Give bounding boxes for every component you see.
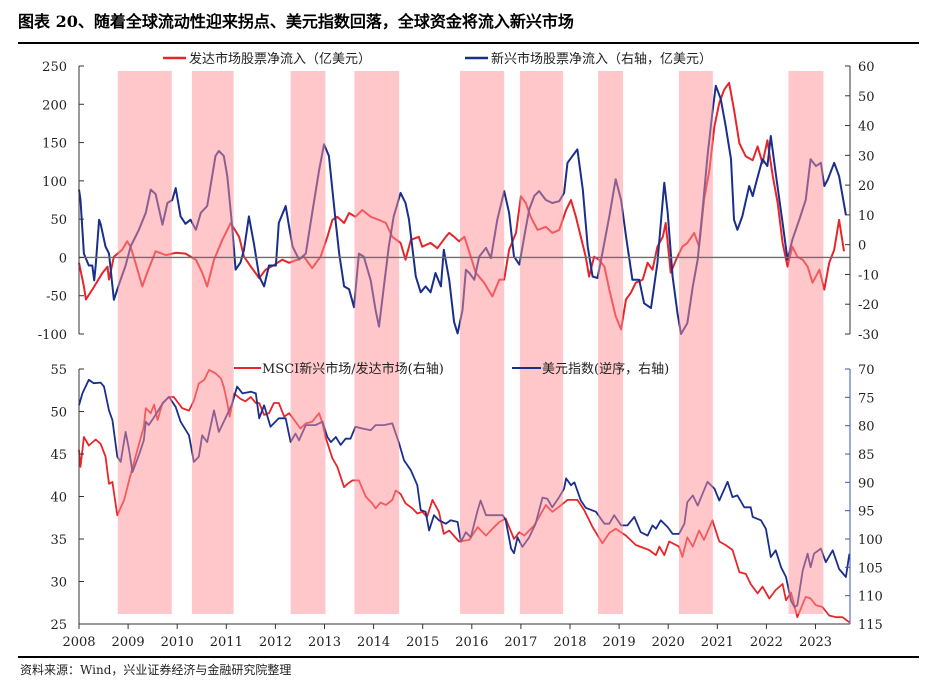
- left-tick-label: 45: [50, 448, 67, 463]
- right-tick-label: 70: [858, 363, 875, 378]
- left-tick-label: 250: [42, 60, 67, 75]
- x-tick-label: 2020: [652, 635, 685, 650]
- legend-em-flow: 新兴市场股票净流入（右轴，亿美元）: [491, 51, 712, 67]
- series-line-msci-ratio: [78, 369, 850, 624]
- right-tick-label: 75: [858, 391, 875, 406]
- x-tick-label: 2010: [161, 635, 194, 650]
- x-tick-label: 2013: [308, 635, 341, 650]
- right-tick-label: -10: [858, 268, 879, 283]
- shaded-period: [117, 71, 172, 614]
- shaded-period: [290, 71, 326, 614]
- left-tick-label: 150: [42, 137, 67, 152]
- right-tick-label: -30: [858, 328, 879, 343]
- right-tick-label: 80: [858, 420, 875, 435]
- x-tick-label: 2019: [603, 635, 636, 650]
- x-tick-label: 2014: [357, 635, 390, 650]
- right-tick-label: 85: [858, 448, 875, 463]
- right-tick-label: 115: [858, 618, 883, 633]
- right-tick-label: 40: [858, 120, 875, 135]
- right-tick-label: 0: [858, 239, 866, 254]
- x-tick-label: 2016: [455, 635, 488, 650]
- shaded-period: [597, 71, 624, 614]
- x-tick-label: 2009: [112, 635, 145, 650]
- right-tick-label: 50: [858, 90, 875, 105]
- shaded-periods: [117, 71, 824, 614]
- legend-msci-ratio: MSCI新兴市场/发达市场(右轴): [262, 361, 444, 377]
- right-tick-label: 60: [858, 60, 875, 75]
- left-tick-label: 35: [50, 533, 67, 548]
- x-tick-label: 2023: [799, 635, 832, 650]
- left-tick-label: 40: [50, 491, 67, 506]
- legend-dxy: 美元指数(逆序，右轴): [542, 361, 669, 377]
- bottom-legend: MSCI新兴市场/发达市场(右轴) 美元指数(逆序，右轴): [234, 361, 669, 377]
- shaded-period: [679, 71, 713, 614]
- left-tick-label: 25: [50, 618, 67, 633]
- left-tick-label: 30: [50, 576, 67, 591]
- shaded-period: [354, 71, 400, 614]
- left-tick-label: 50: [50, 213, 67, 228]
- left-tick-label: 200: [42, 98, 67, 113]
- x-tick-label: 2022: [750, 635, 783, 650]
- shaded-period: [460, 71, 505, 614]
- left-tick-label: -100: [38, 328, 67, 343]
- right-tick-label: 10: [858, 209, 875, 224]
- left-tick-label: 50: [50, 406, 67, 421]
- x-tick-label: 2021: [701, 635, 734, 650]
- left-tick-label: 55: [50, 363, 67, 378]
- x-tick-label: 2018: [553, 635, 586, 650]
- legend-dm-flow: 发达市场股票净流入（亿美元）: [189, 51, 371, 67]
- left-tick-label: 100: [42, 175, 67, 190]
- x-tick-label: 2008: [62, 635, 95, 650]
- x-tick-label: 2012: [259, 635, 292, 650]
- x-tick-label: 2011: [210, 635, 243, 650]
- shaded-period: [191, 71, 234, 614]
- source-note: 资料来源：Wind，兴业证券经济与金融研究院整理: [20, 662, 291, 677]
- right-tick-label: -20: [858, 298, 879, 313]
- left-tick-label: -50: [46, 290, 67, 305]
- shaded-period: [788, 71, 824, 614]
- right-tick-label: 110: [858, 590, 883, 605]
- right-tick-label: 30: [858, 149, 875, 164]
- axes: 250200150100500-50-1006050403020100-10-2…: [38, 60, 883, 650]
- right-tick-label: 100: [858, 533, 883, 548]
- right-tick-label: 95: [858, 505, 875, 520]
- right-tick-label: 105: [858, 561, 883, 576]
- left-tick-label: 0: [59, 251, 67, 266]
- shaded-period: [519, 71, 564, 614]
- top-legend: 发达市场股票净流入（亿美元） 新兴市场股票净流入（右轴，亿美元）: [163, 51, 712, 67]
- x-tick-label: 2015: [406, 635, 439, 650]
- x-tick-label: 2017: [504, 635, 537, 650]
- right-tick-label: 20: [858, 179, 875, 194]
- right-tick-label: 90: [858, 476, 875, 491]
- figure-title: 图表 20、随着全球流动性迎来拐点、美元指数回落，全球资金将流入新兴市场: [18, 12, 574, 31]
